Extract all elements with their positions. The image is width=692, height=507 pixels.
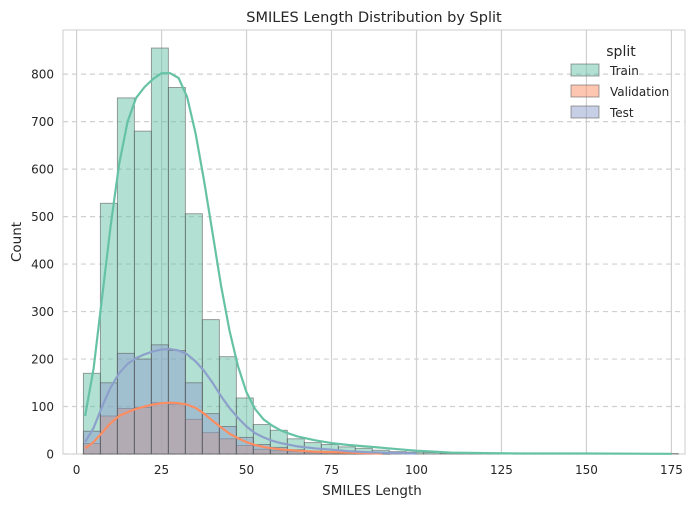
- kde-curves: [84, 72, 672, 455]
- x-tick-label: 0: [73, 463, 81, 477]
- legend-label-train: Train: [609, 64, 639, 78]
- y-tick-label: 500: [31, 210, 54, 224]
- x-tick-label: 100: [405, 463, 428, 477]
- y-tick-label: 400: [31, 258, 54, 272]
- histogram-bar-test: [184, 382, 203, 455]
- legend-swatch-train: [570, 63, 600, 77]
- y-tick-label: 200: [31, 353, 54, 367]
- legend-swatch-test: [570, 105, 600, 119]
- x-tick-label: 125: [490, 463, 513, 477]
- x-tick-label: 75: [324, 463, 339, 477]
- y-tick-label: 700: [31, 115, 54, 129]
- x-tick-label: 50: [239, 463, 254, 477]
- kde-curve-validation: [84, 401, 383, 455]
- legend-title: split: [606, 44, 636, 60]
- kde-curve-test: [84, 348, 417, 455]
- legend: split Train Validation Test: [570, 44, 669, 120]
- histogram-bar-test: [218, 426, 237, 455]
- y-axis-label: Count: [9, 222, 25, 262]
- x-tick-label: 25: [154, 463, 169, 477]
- legend-label-validation: Validation: [610, 85, 669, 99]
- legend-items: Train Validation Test: [570, 63, 669, 120]
- y-tick-label: 100: [31, 400, 54, 414]
- legend-label-test: Test: [609, 106, 634, 120]
- histogram-bar-test: [150, 344, 169, 455]
- y-tick-label: 800: [31, 68, 54, 82]
- histogram-bar-test: [116, 352, 135, 455]
- x-tick-label: 175: [660, 463, 683, 477]
- y-tick-label: 600: [31, 163, 54, 177]
- y-tick-label: 300: [31, 305, 54, 319]
- y-tick-label: 0: [46, 448, 54, 462]
- legend-swatch-validation: [570, 84, 600, 98]
- chart-title: SMILES Length Distribution by Split: [246, 10, 502, 26]
- y-axis-ticks: 0 100 200 300 400 500 600 700 800: [31, 68, 54, 462]
- x-tick-label: 150: [575, 463, 598, 477]
- kde-curve-train: [84, 72, 672, 455]
- x-axis-ticks: 0 25 50 75 100 125 150 175: [73, 463, 683, 477]
- x-axis-label: SMILES Length: [322, 483, 422, 499]
